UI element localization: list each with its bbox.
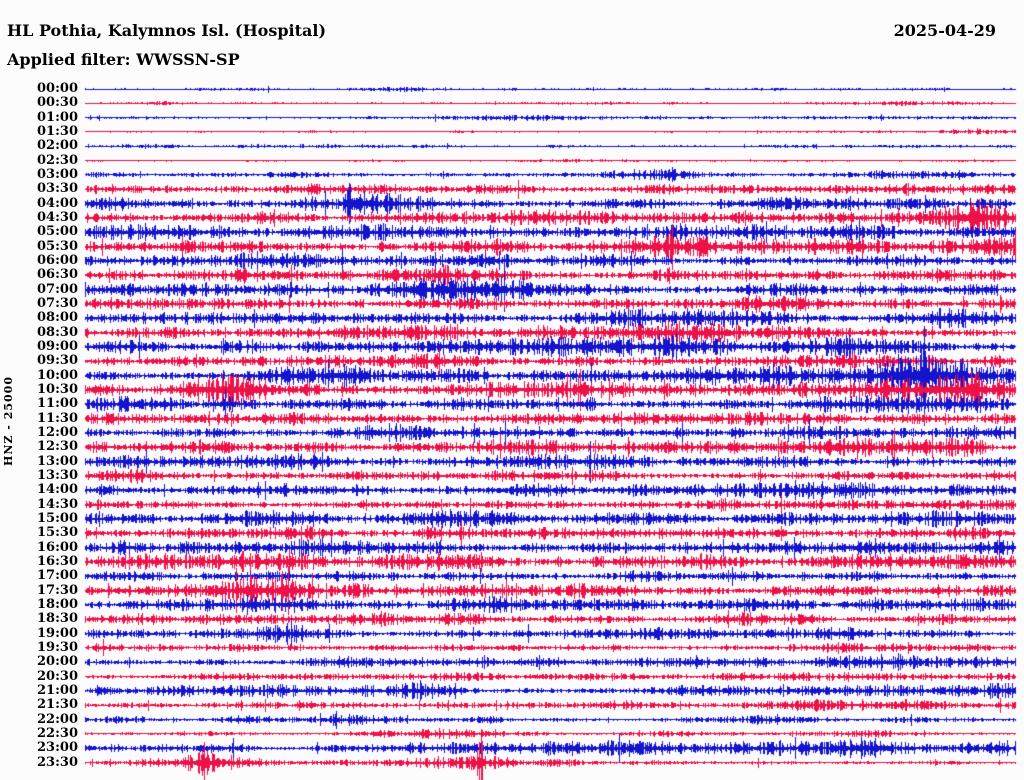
time-label: 21:30 [37, 697, 78, 713]
time-label: 04:30 [37, 209, 78, 225]
time-label: 21:00 [37, 682, 78, 698]
time-label: 15:00 [37, 510, 78, 526]
time-label: 02:30 [37, 152, 78, 168]
time-label: 18:00 [37, 596, 78, 612]
time-label: 03:30 [37, 181, 78, 197]
time-label: 08:00 [37, 310, 78, 326]
time-label: 10:00 [37, 367, 78, 383]
time-label: 03:00 [37, 166, 78, 182]
time-label: 23:00 [37, 740, 78, 756]
time-label: 15:30 [37, 525, 78, 541]
time-label: 01:00 [37, 109, 78, 125]
time-label: 12:00 [37, 424, 78, 440]
time-label: 17:00 [37, 568, 78, 584]
time-label: 14:30 [37, 496, 78, 512]
time-label: 09:30 [37, 353, 78, 369]
time-label: 16:30 [37, 553, 78, 569]
time-label: 13:30 [37, 467, 78, 483]
channel-scale-label: HNZ - 25000 [2, 376, 15, 466]
time-label: 14:00 [37, 482, 78, 498]
time-label: 08:30 [37, 324, 78, 340]
time-label: 18:30 [37, 611, 78, 627]
station-title: HL Pothia, Kalymnos Isl. (Hospital) [7, 21, 327, 40]
time-label: 16:00 [37, 539, 78, 555]
time-label: 07:30 [37, 295, 78, 311]
time-label: 13:00 [37, 453, 78, 469]
time-label: 22:30 [37, 725, 78, 741]
time-label: 12:30 [37, 439, 78, 455]
time-label: 11:00 [37, 396, 78, 412]
time-label: 06:00 [37, 252, 78, 268]
time-label: 00:30 [37, 95, 78, 111]
time-label: 07:00 [37, 281, 78, 297]
time-label: 04:00 [37, 195, 78, 211]
time-label: 11:30 [37, 410, 78, 426]
time-label: 00:00 [37, 81, 78, 96]
time-label: 22:00 [37, 711, 78, 727]
time-label: 09:00 [37, 338, 78, 354]
time-label: 01:30 [37, 123, 78, 139]
time-label: 05:00 [37, 224, 78, 240]
time-label: 17:30 [37, 582, 78, 598]
record-date: 2025-04-29 [893, 21, 996, 40]
time-label: 02:00 [37, 138, 78, 154]
filter-label: Applied filter: WWSSN-SP [7, 50, 240, 69]
time-label: 05:30 [37, 238, 78, 254]
time-label: 06:30 [37, 267, 78, 283]
time-label: 20:30 [37, 668, 78, 684]
time-label: 10:30 [37, 381, 78, 397]
time-label: 20:00 [37, 654, 78, 670]
time-label: 23:30 [37, 754, 78, 770]
time-label: 19:00 [37, 625, 78, 641]
time-label: 19:30 [37, 639, 78, 655]
